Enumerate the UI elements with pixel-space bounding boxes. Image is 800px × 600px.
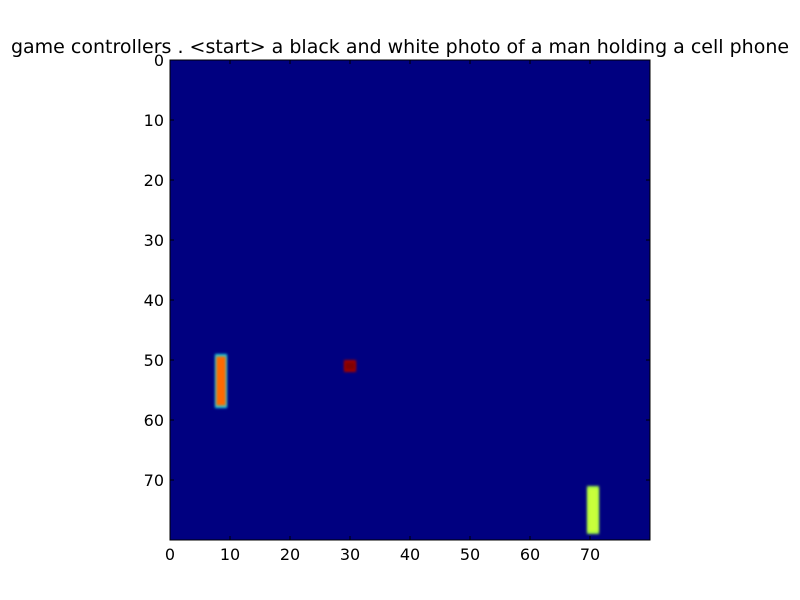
axis-ticks: 0 10 20 30 40 50 60 70 0 10 20 30 40 50 60 70 bbox=[144, 51, 650, 564]
x-tick-label: 10 bbox=[220, 545, 240, 564]
x-tick-label: 0 bbox=[165, 545, 175, 564]
x-tick-label: 70 bbox=[580, 545, 600, 564]
heatmap-regions bbox=[215, 354, 599, 534]
heatmap-region-core bbox=[345, 362, 355, 370]
heatmap-region-3 bbox=[587, 486, 599, 534]
heatmap-region-1 bbox=[215, 354, 227, 408]
y-tick-label: 50 bbox=[144, 351, 164, 370]
x-tick-label: 30 bbox=[340, 545, 360, 564]
x-tick-label: 50 bbox=[460, 545, 480, 564]
chart-title: game controllers . <start> a black and w… bbox=[11, 36, 789, 58]
x-tick-label: 40 bbox=[400, 545, 420, 564]
y-tick-label: 10 bbox=[144, 111, 164, 130]
y-tick-label: 0 bbox=[154, 51, 164, 70]
heatmap-region-core bbox=[588, 488, 598, 532]
y-tick-label: 30 bbox=[144, 231, 164, 250]
y-tick-label: 40 bbox=[144, 291, 164, 310]
plot-frame bbox=[169, 59, 651, 541]
y-tick-label: 60 bbox=[144, 411, 164, 430]
x-tick-label: 60 bbox=[520, 545, 540, 564]
heatmap-region-core bbox=[216, 356, 226, 406]
y-tick-label: 70 bbox=[144, 471, 164, 490]
x-tick-label: 20 bbox=[280, 545, 300, 564]
heatmap-background bbox=[170, 60, 650, 540]
heatmap-region-2 bbox=[344, 360, 356, 372]
y-tick-label: 20 bbox=[144, 171, 164, 190]
